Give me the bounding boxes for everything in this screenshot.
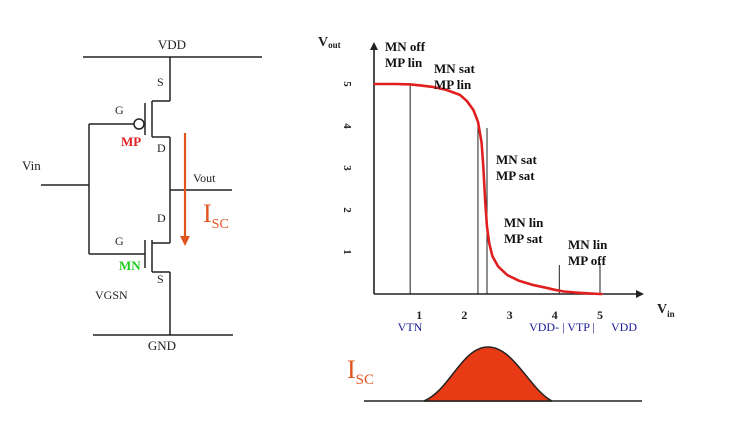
y-axis-title: Vout [318,35,341,50]
y-axis-arrowhead [370,42,378,50]
region-label-line1: MN lin [504,215,544,230]
x-tick-label: 1 [416,308,422,322]
vout-label: Vout [193,171,216,185]
curve-point [545,287,547,289]
pmos-label: MP [121,134,141,149]
isc-pulse [423,346,553,402]
inverter-schematic [41,56,262,336]
y-tick-label: 5 [341,81,353,87]
curve-point [554,289,556,291]
vdd-label: VDD [158,37,186,52]
vgsn-label: VGSN [95,288,128,302]
curve-point [590,292,592,295]
x-tick-label: 2 [461,308,467,322]
y-tick-label: 4 [341,123,353,129]
curve-point [482,167,484,169]
curve-point [409,83,411,86]
curve-point [477,121,479,123]
curve-point [445,89,447,91]
curve-point [518,279,520,282]
curve-point [601,293,603,295]
curve-point [576,292,579,294]
curve-point [432,86,434,88]
x-axis-arrowhead [636,290,644,298]
curve-point [491,255,494,257]
pmos-gate-label: G [115,103,124,117]
pmos-drain-label: D [157,141,166,155]
x-tick-label: 4 [552,308,558,322]
region-label-line1: MN off [385,39,426,54]
vin-label: Vin [22,158,41,173]
curve-point [480,142,483,144]
vtn-label: VTN [398,320,423,334]
pmos-gate-bubble [133,118,145,130]
nmos-source-label: S [157,272,164,286]
x-axis-title: Vin [657,302,675,319]
curve-point [466,100,468,102]
curve-point [396,83,398,85]
nmos-label: MN [119,258,141,273]
curve-point [488,243,490,245]
x-tick-label: 5 [597,308,603,322]
isc-circuit-label: ISC [203,199,229,232]
region-label-line2: MP lin [434,77,472,92]
curve-point [484,201,486,203]
isc-arrow-head [180,236,190,246]
vdd-minus-vtp-label: VDD- | VTP | [529,320,595,334]
region-label-line2: MP lin [385,55,423,70]
y-tick-label: 2 [341,207,353,213]
region-label-line1: MN lin [568,237,608,252]
curve-point [497,266,499,268]
curve-point [472,109,475,111]
curve-point [486,226,488,228]
region-label-line1: MN sat [496,152,537,167]
isc-plot-label: ISC [347,355,374,388]
region-label-line1: MN sat [434,61,475,76]
y-tick-label: 3 [341,165,353,171]
curve-point [599,293,601,295]
curve-point [563,290,565,293]
region-label-line2: MP sat [504,231,543,246]
curve-point [418,84,420,86]
nmos-drain-label: D [157,211,166,225]
curve-point [506,274,508,276]
nmos-gate-label: G [115,234,124,248]
vdd-axis-label: VDD [611,320,637,334]
curve-point [373,83,375,85]
curve-point [459,94,461,96]
pmos-source-label: S [157,75,164,89]
region-label-line2: MP off [568,253,607,268]
isc-pulse-plot: ISC [347,346,642,402]
region-label-line2: MP sat [496,168,535,183]
x-tick-label: 3 [507,308,513,322]
gnd-label: GND [148,338,176,353]
curve-point [531,284,533,286]
y-tick-label: 1 [341,249,353,255]
